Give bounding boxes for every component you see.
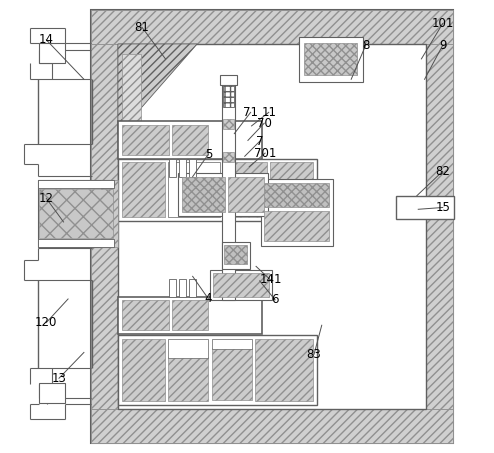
Bar bbox=[118, 297, 262, 334]
Text: 70: 70 bbox=[257, 117, 272, 130]
Bar bbox=[224, 245, 247, 264]
Bar bbox=[210, 270, 272, 300]
Bar bbox=[91, 10, 453, 443]
Bar bbox=[168, 162, 220, 217]
Bar bbox=[304, 43, 357, 75]
Text: 82: 82 bbox=[435, 165, 450, 178]
Bar bbox=[91, 409, 453, 443]
Bar bbox=[212, 348, 252, 400]
Text: 14: 14 bbox=[39, 34, 54, 46]
Bar bbox=[255, 339, 313, 401]
Bar bbox=[169, 279, 176, 297]
Text: 13: 13 bbox=[51, 372, 66, 385]
Bar bbox=[172, 125, 208, 155]
Bar bbox=[122, 162, 165, 217]
Bar bbox=[118, 335, 317, 405]
Bar bbox=[223, 162, 267, 217]
Text: 12: 12 bbox=[39, 192, 54, 205]
Bar bbox=[222, 119, 234, 129]
Bar bbox=[123, 54, 141, 124]
Bar bbox=[264, 211, 329, 241]
Text: 9: 9 bbox=[439, 39, 447, 52]
Bar bbox=[39, 383, 65, 403]
Polygon shape bbox=[118, 44, 197, 135]
Text: 71: 71 bbox=[243, 106, 258, 119]
Bar bbox=[299, 37, 363, 82]
Bar bbox=[426, 44, 453, 409]
Bar bbox=[39, 43, 65, 63]
Bar bbox=[38, 239, 114, 247]
Bar bbox=[270, 162, 313, 217]
Bar bbox=[168, 339, 208, 358]
Bar bbox=[38, 180, 114, 188]
Bar bbox=[179, 159, 186, 177]
Text: 141: 141 bbox=[259, 274, 282, 286]
Bar bbox=[168, 357, 208, 401]
Bar bbox=[172, 300, 208, 330]
Text: 120: 120 bbox=[35, 316, 57, 329]
Text: 83: 83 bbox=[307, 348, 322, 361]
Bar bbox=[261, 179, 333, 246]
Text: 701: 701 bbox=[254, 147, 276, 159]
Text: 6: 6 bbox=[271, 294, 279, 306]
Text: 11: 11 bbox=[261, 106, 276, 119]
Bar bbox=[91, 44, 118, 409]
Bar bbox=[178, 173, 268, 216]
Bar bbox=[122, 339, 165, 401]
Bar bbox=[179, 279, 186, 297]
Bar bbox=[222, 242, 250, 269]
Text: 5: 5 bbox=[205, 148, 212, 160]
Bar bbox=[222, 152, 234, 162]
Bar bbox=[122, 125, 169, 155]
Bar bbox=[222, 81, 235, 300]
Bar bbox=[118, 121, 262, 159]
Bar bbox=[228, 177, 264, 212]
Bar bbox=[169, 159, 176, 177]
Bar bbox=[122, 300, 169, 330]
Bar bbox=[91, 10, 453, 44]
Bar bbox=[118, 159, 317, 221]
Bar bbox=[101, 180, 119, 247]
Bar bbox=[264, 183, 329, 207]
Text: 15: 15 bbox=[435, 201, 450, 214]
Bar bbox=[189, 279, 196, 297]
Bar bbox=[189, 159, 196, 177]
Bar bbox=[182, 177, 225, 212]
Text: 8: 8 bbox=[362, 39, 370, 52]
Bar bbox=[220, 75, 237, 85]
Text: 7: 7 bbox=[256, 135, 263, 148]
Text: 81: 81 bbox=[134, 21, 149, 34]
Bar bbox=[38, 180, 114, 247]
Bar bbox=[118, 44, 426, 409]
Bar bbox=[222, 85, 234, 107]
Text: 101: 101 bbox=[431, 17, 454, 30]
Bar bbox=[213, 273, 269, 297]
Text: 4: 4 bbox=[205, 293, 212, 305]
Bar bbox=[396, 196, 453, 219]
Bar bbox=[39, 189, 113, 238]
Bar bbox=[212, 339, 252, 349]
